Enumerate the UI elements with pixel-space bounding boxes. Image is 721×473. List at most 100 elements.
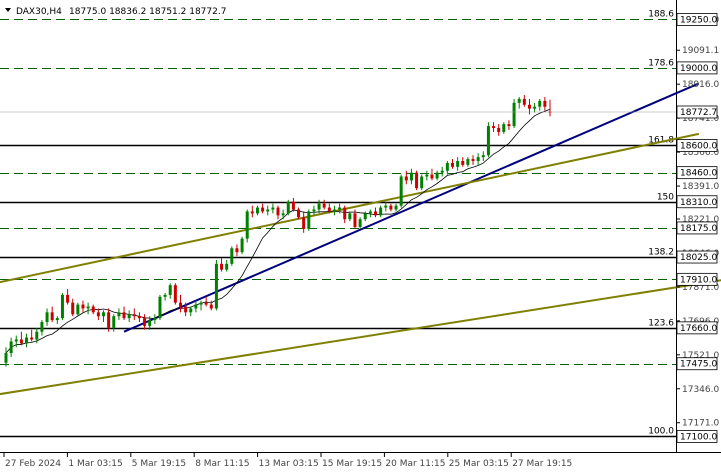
candle — [497, 124, 501, 136]
candle — [40, 320, 44, 336]
candle-body — [312, 209, 316, 212]
candle-body — [132, 314, 136, 317]
candle-body — [173, 285, 177, 303]
candle — [327, 203, 331, 214]
candle — [343, 205, 347, 224]
candle — [4, 347, 8, 367]
y-tick-label: 17171.0 — [682, 419, 719, 429]
candle-body — [291, 201, 295, 210]
candle-body — [363, 213, 367, 220]
candle-body — [538, 100, 542, 107]
x-tick-label: 27 Mar 19:15 — [512, 459, 572, 469]
candle — [81, 300, 85, 313]
candle-body — [327, 207, 331, 212]
candle-body — [178, 302, 182, 307]
candle — [358, 217, 362, 229]
level-price-box — [676, 139, 718, 152]
candle — [486, 122, 490, 158]
candle-body — [9, 341, 13, 354]
candle — [204, 296, 208, 307]
chart-header: DAX30,H4 18775.0 18836.2 18751.2 18772.7 — [5, 7, 226, 17]
candle-body — [122, 312, 126, 319]
candle-body — [137, 316, 141, 319]
y-tick-label: 18221.0 — [682, 215, 719, 225]
x-tick-label: 20 Mar 11:15 — [385, 459, 445, 469]
candle — [312, 205, 316, 216]
candle-body — [4, 353, 8, 363]
level-price-label: 17100.0 — [680, 432, 717, 442]
candle — [394, 203, 398, 212]
candle-body — [107, 312, 111, 328]
candle — [60, 292, 64, 321]
candle — [492, 122, 496, 132]
level-price-label: 17910.0 — [680, 275, 717, 285]
candle — [507, 120, 511, 130]
candle-body — [91, 306, 95, 313]
trendline-channel-lower[interactable] — [0, 272, 721, 410]
level-price-box — [676, 321, 718, 335]
fib-label: 100.0 — [648, 427, 674, 437]
last-price-label: 18772.7 — [680, 108, 717, 118]
candle — [517, 96, 521, 109]
candle — [122, 306, 126, 321]
level-price-label: 18310.0 — [680, 198, 717, 208]
candle-body — [358, 219, 362, 227]
candle-body — [214, 263, 218, 309]
candle — [199, 300, 203, 311]
candle-body — [338, 207, 342, 210]
fib-label: 123.6 — [648, 319, 674, 329]
candle — [214, 259, 218, 311]
candle-body — [189, 308, 193, 313]
candle — [440, 166, 444, 177]
candle-body — [368, 211, 372, 214]
candle-body — [476, 157, 480, 162]
candle-body — [245, 211, 249, 239]
candle-body — [127, 314, 131, 319]
candle-body — [71, 302, 75, 315]
candle-body — [374, 211, 378, 216]
trendline-support[interactable] — [123, 82, 700, 333]
candle-body — [517, 98, 521, 103]
candle — [30, 329, 34, 342]
candle — [533, 102, 537, 113]
candle-body — [60, 294, 64, 319]
time-axis: 27 Feb 2024 1 Mar 03:15 5 Mar 19:15 8 Mar 1… — [3, 452, 572, 469]
candle-body — [204, 302, 208, 305]
candle — [297, 207, 301, 220]
y-tick-label: 19091.1 — [682, 46, 719, 56]
candle-body — [430, 174, 434, 179]
level-price-label: 18460.0 — [680, 169, 717, 179]
candle-body — [96, 312, 100, 317]
y-tick-label: 18916.0 — [682, 80, 719, 90]
candle — [266, 205, 270, 216]
candle-body — [353, 213, 357, 227]
candle-body — [199, 302, 203, 305]
level-price-label: 17660.0 — [680, 324, 717, 334]
candle — [14, 335, 18, 348]
dropdown-triangle-icon[interactable] — [5, 8, 11, 12]
candle-body — [492, 126, 496, 129]
level-price-label: 19250.0 — [680, 15, 717, 25]
candle — [158, 294, 162, 321]
candle-body — [389, 205, 393, 210]
candle — [476, 153, 480, 165]
candle-body — [471, 159, 475, 162]
candle — [348, 211, 352, 222]
candle — [96, 308, 100, 321]
candle — [255, 205, 259, 216]
candle — [245, 209, 249, 243]
candle-body — [512, 102, 516, 127]
candle-body — [45, 312, 49, 323]
level-price-box — [676, 272, 718, 286]
candle — [461, 157, 465, 167]
candle — [404, 170, 408, 185]
level-price-label: 19000.0 — [680, 64, 717, 74]
candle-body — [445, 162, 449, 171]
level-price-box — [676, 166, 718, 180]
candle — [112, 314, 116, 332]
candle — [322, 199, 326, 210]
horizontal-levels: 188.6 178.6 161.8 150 138.2 123.6 100.0 — [0, 10, 676, 438]
trendline-channel-upper[interactable] — [0, 132, 700, 303]
candle-body — [343, 207, 347, 220]
candle — [117, 308, 121, 321]
